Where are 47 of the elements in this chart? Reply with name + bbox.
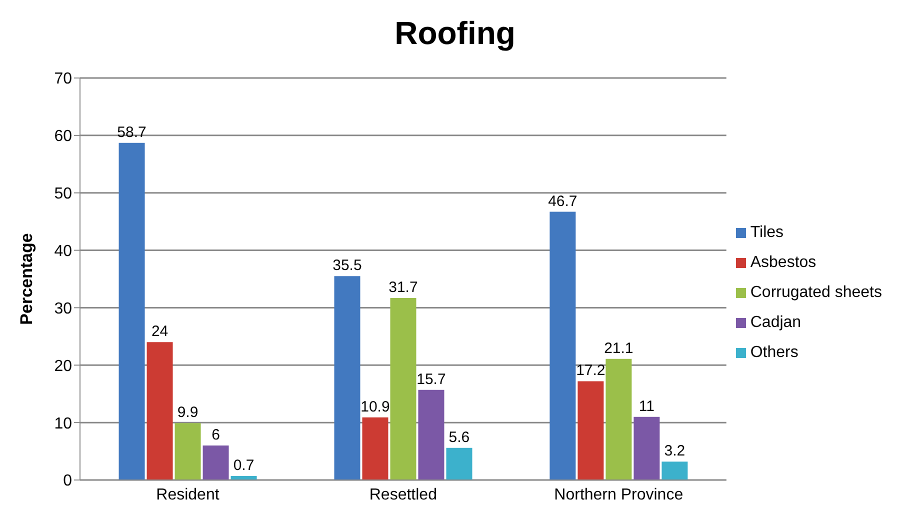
x-tick-label: Resettled (369, 486, 437, 504)
data-label: 17.2 (576, 362, 606, 380)
y-tick-label: 50 (54, 186, 72, 203)
legend-label: Asbestos (750, 254, 816, 271)
bar (174, 423, 201, 480)
data-label: 58.7 (117, 124, 146, 141)
legend-label: Others (750, 344, 798, 361)
data-label: 11 (638, 398, 654, 415)
y-tick-label: 10 (54, 415, 72, 432)
bar (202, 446, 229, 480)
y-tick-label: 0 (63, 472, 72, 490)
data-label: 31.7 (388, 278, 418, 296)
x-tick-label: Northern Province (554, 486, 684, 504)
data-label: 6 (212, 426, 220, 444)
data-label: 5.6 (448, 428, 470, 446)
y-tick-label: 20 (54, 358, 72, 375)
bar (390, 298, 416, 480)
data-label: 9.9 (177, 404, 198, 422)
data-label: 15.7 (416, 370, 446, 388)
data-label: 0.7 (233, 456, 254, 474)
bar (634, 416, 660, 480)
data-label: 3.2 (664, 442, 686, 460)
data-label: 21.1 (604, 340, 634, 357)
y-tick-label: 60 (54, 128, 72, 146)
bar (118, 142, 145, 480)
bar (362, 417, 388, 480)
bar (606, 358, 632, 480)
bar (550, 212, 576, 480)
x-tick-label: Resident (156, 486, 220, 504)
chart-title: Roofing (394, 14, 516, 53)
y-tick-label: 40 (54, 242, 72, 260)
legend-label: Corrugated sheets (750, 284, 882, 301)
legend-label: Tiles (750, 224, 784, 241)
bar (446, 448, 472, 480)
data-label: 10.9 (360, 398, 390, 416)
bar (418, 390, 444, 480)
y-tick-label: 30 (54, 300, 72, 318)
bar (334, 276, 360, 480)
legend-label: Cadjan (750, 314, 802, 331)
y-tick-label: 70 (54, 70, 72, 88)
bar (662, 462, 688, 480)
data-label: 46.7 (548, 192, 578, 210)
y-axis-title: Percentage (17, 233, 36, 325)
data-label: 35.5 (332, 257, 362, 274)
data-label: 24 (151, 323, 168, 340)
bar (578, 381, 604, 480)
bar (146, 342, 173, 480)
